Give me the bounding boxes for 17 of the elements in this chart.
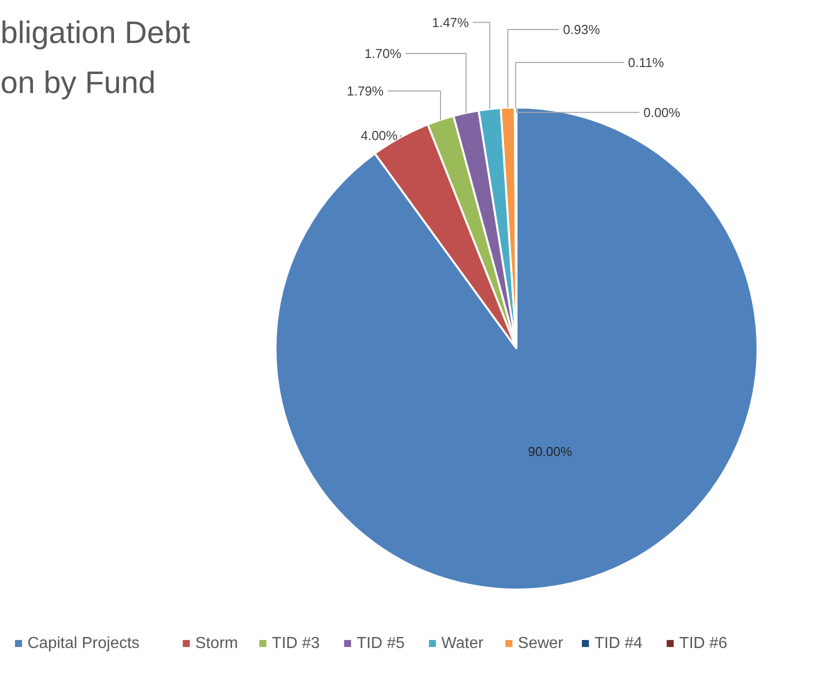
data-label: 0.11% — [628, 54, 664, 70]
legend-label: Storm — [195, 635, 238, 652]
legend-label: TID #6 — [679, 635, 728, 652]
data-label: 4.00% — [360, 128, 398, 144]
data-label: 1.47% — [432, 14, 470, 30]
legend-label: TID #3 — [272, 635, 320, 652]
legend-label: Capital Projects — [28, 635, 140, 652]
data-label: 90.00% — [528, 444, 572, 460]
legend-label: Water — [441, 635, 484, 652]
text: 0.00% — [643, 104, 680, 120]
text: bligation Debt on by Fund — [0, 15, 190, 100]
data-label: 1.70% — [364, 46, 402, 62]
data-label: 1.79% — [346, 84, 384, 99]
legend-label: Sewer — [518, 635, 564, 652]
legend-label: TID #4 — [594, 635, 643, 652]
data-label: 0.93% — [563, 22, 600, 38]
legend-label: TID #5 — [356, 635, 405, 652]
